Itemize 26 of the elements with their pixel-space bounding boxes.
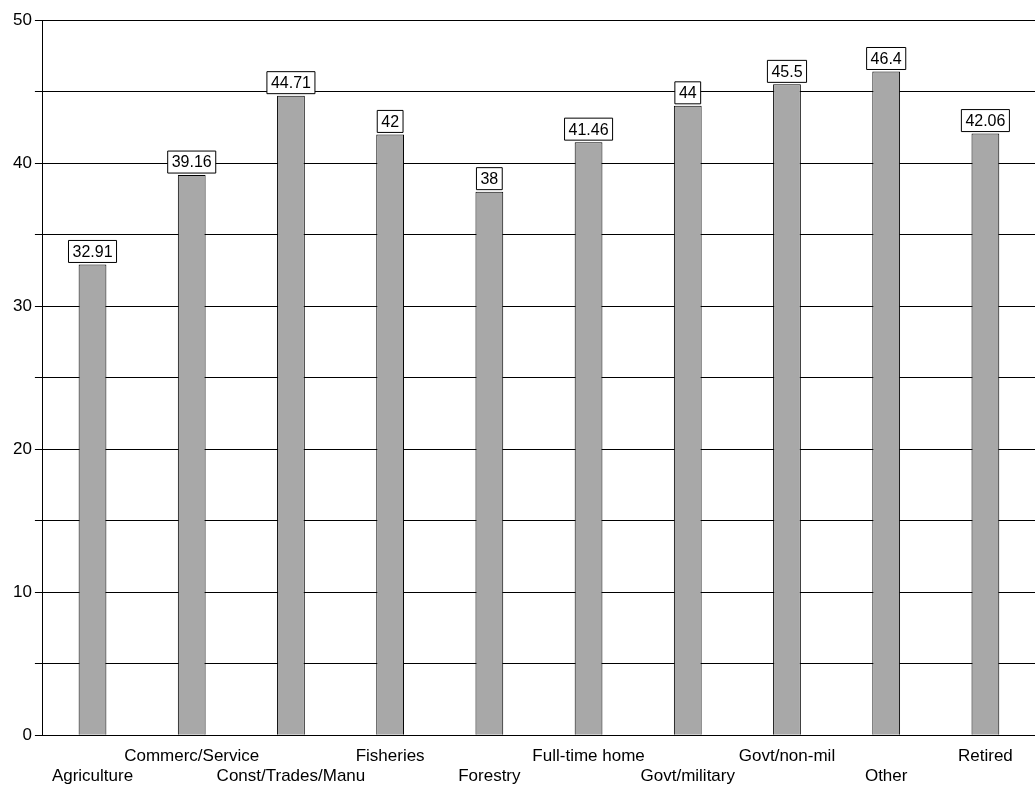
data-label: 42 xyxy=(381,112,400,130)
data-label: 46.4 xyxy=(870,49,902,67)
data-label: 42.06 xyxy=(965,111,1006,129)
x-tick-label: Agriculture xyxy=(51,766,134,786)
data-label: 41.46 xyxy=(568,120,609,138)
y-tick-label: 10 xyxy=(12,581,32,601)
y-tick-label: 30 xyxy=(12,295,32,315)
data-label: 44.71 xyxy=(270,74,312,92)
x-tick-label: Other xyxy=(864,766,908,786)
y-tick-label: 0 xyxy=(22,724,32,744)
data-label: 45.5 xyxy=(771,62,803,80)
y-tick-label: 20 xyxy=(12,438,32,458)
data-label: 32.91 xyxy=(72,242,113,260)
x-tick-label: Const/Trades/Manu xyxy=(216,766,366,786)
x-tick-label: Full-time home xyxy=(532,746,645,766)
data-label: 38 xyxy=(480,170,499,188)
x-tick-label: Forestry xyxy=(458,766,522,786)
y-tick-label: 50 xyxy=(12,9,32,29)
x-tick-label: Govt/non-mil xyxy=(738,746,836,766)
x-tick-label: Govt/military xyxy=(640,766,736,786)
data-label: 39.16 xyxy=(171,153,212,171)
x-tick-label: Fisheries xyxy=(355,746,425,766)
data-label: 44 xyxy=(678,84,697,102)
x-tick-label: Retired xyxy=(957,746,1013,766)
y-tick-label: 40 xyxy=(12,152,32,172)
x-tick-label: Commerc/Service xyxy=(124,746,260,766)
